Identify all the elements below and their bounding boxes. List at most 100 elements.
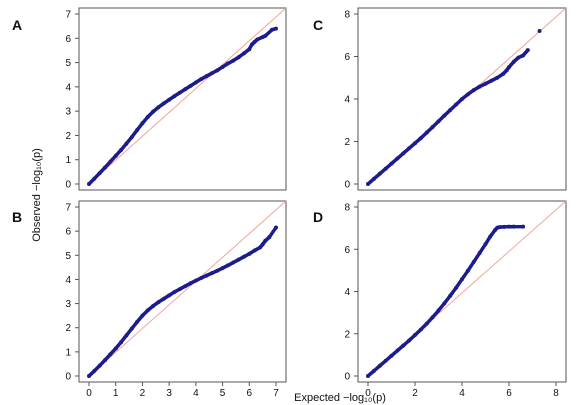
data-point [471,88,476,93]
data-point [454,285,459,290]
data-point [389,353,394,358]
data-point [504,68,509,73]
y-tick-label: 4 [344,95,350,106]
x-tick-label: 6 [506,388,512,399]
y-tick-label: 6 [344,245,350,256]
data-point [119,340,124,345]
y-tick-label: 5 [65,58,71,69]
reference-diagonal-line [88,7,287,185]
x-tick-label: 5 [220,388,226,399]
data-point [401,151,406,156]
data-point [395,156,400,161]
data-point [366,374,370,378]
data-point [247,251,252,256]
data-point [135,128,140,133]
data-point [465,268,470,273]
data-point [263,33,268,38]
x-tick-label: 0 [365,388,371,399]
data-point [442,113,447,118]
data-point [145,114,150,119]
reference-diagonal-line [88,200,287,377]
x-tick-label: 4 [193,388,199,399]
data-point [87,374,91,378]
y-tick-label: 4 [344,287,350,298]
data-point [124,333,129,338]
panel-label: D [313,209,323,225]
data-point [119,148,124,152]
data-point [418,327,423,332]
data-point [267,235,272,240]
data-point [502,224,507,229]
data-point [489,78,494,83]
y-tick-label: 3 [65,299,71,310]
data-point [113,153,118,158]
x-tick-label: 2 [412,388,418,399]
data-point [407,146,412,151]
data-point [161,101,166,106]
data-point [193,278,198,283]
data-point [220,64,225,69]
y-tick-label: 6 [65,227,71,238]
y-tick-label: 8 [344,203,350,214]
y-tick-label: 7 [65,203,71,214]
data-point [516,55,521,60]
data-point [249,42,254,47]
y-tick-label: 8 [344,10,350,21]
x-tick-label: 3 [166,388,172,399]
data-point [204,74,209,79]
y-tick-label: 7 [65,10,71,21]
y-tick-label: 6 [65,34,71,45]
data-point [395,348,400,353]
data-point [366,182,370,186]
data-point [140,121,145,126]
data-point [430,125,435,130]
data-point [167,97,172,102]
data-point [209,71,214,76]
panel-label: C [313,17,323,33]
y-tick-label: 0 [65,180,71,191]
data-point [145,308,150,313]
data-point [161,296,166,301]
data-point [389,161,394,166]
data-point [92,368,97,373]
data-point [97,171,102,176]
y-tick-label: 3 [65,107,71,118]
data-point [525,48,530,53]
data-point [465,92,470,97]
data-point [413,333,417,338]
data-point [377,171,382,176]
data-point [497,225,502,230]
data-point [199,77,204,82]
data-point [436,308,441,313]
data-point [156,300,161,305]
y-tick-label: 0 [65,372,71,383]
data-point [255,37,260,42]
data-point [537,29,542,33]
x-tick-label: 1 [113,388,119,399]
data-point [215,268,220,273]
panel-d: D 0 2 4 6 8 0 2 4 6 8 [313,200,567,399]
data-point [236,55,241,60]
y-tick-label: 6 [344,52,350,63]
y-tick-label: 2 [65,323,71,334]
data-point [108,159,113,164]
data-point [135,319,140,324]
x-tick-label: 8 [553,388,559,399]
data-point [460,277,464,282]
data-point [87,182,91,186]
data-point [407,338,412,343]
data-point [436,119,441,124]
data-point [183,284,188,289]
data-point [225,263,230,268]
panel-label: A [12,17,22,33]
data-point [241,51,246,56]
data-point [477,84,482,89]
data-point [477,251,482,256]
data-point [274,26,278,31]
data-point [257,245,262,250]
data-point [430,315,435,320]
panel-label: B [12,209,22,225]
data-point [108,352,113,357]
data-point [269,27,274,32]
data-point [215,68,220,73]
